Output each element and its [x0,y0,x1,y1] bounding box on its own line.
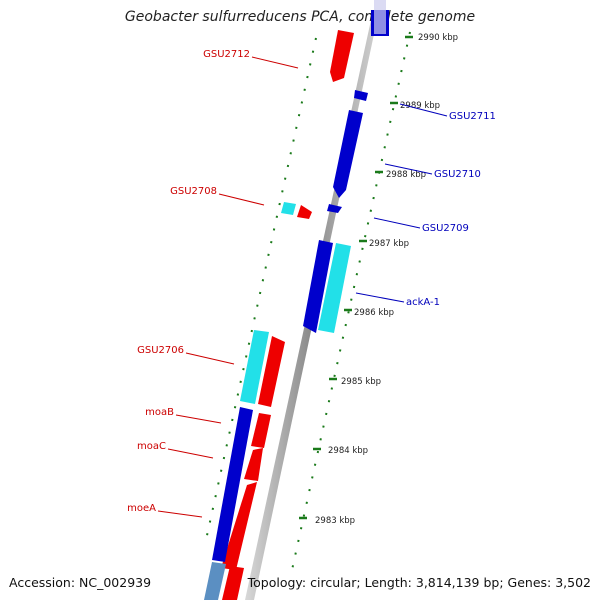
gene-acka-1-blue [303,240,333,333]
gene-label[interactable]: moaC [137,441,166,452]
gene-label-leader-line [167,448,214,459]
accession-text: Accession: NC_002939 [9,575,152,590]
gene-moab-arrow [251,413,271,448]
gene-block-top-faded [374,0,386,34]
gene-label[interactable]: ackA-1 [406,297,440,308]
gene-label-leader-line [251,56,299,69]
gene-gsu2708-red [297,205,312,219]
gene-gsu2710-arrow [333,110,363,198]
gene-label[interactable]: GSU2711 [449,111,496,122]
scale-tick-label: 2988 kbp [386,170,426,180]
gene-label-leader-line [384,163,433,175]
scale-tick-label: 2983 kbp [315,516,355,526]
gene-acka-1-cyan [318,243,351,333]
gene-label[interactable]: moaB [145,407,174,418]
gene-label-leader-line [185,352,235,365]
gene-label-leader-line [355,292,405,303]
scale-ticks: 2990 kbp 2989 kbp 2988 kbp 2987 kbp 2986 kbp… [299,33,458,526]
gene-gsu2709-arrow [327,204,342,213]
gene-red-bottom [222,566,244,600]
gene-label[interactable]: GSU2712 [203,49,250,60]
gene-label-leader-line [399,103,448,117]
gene-gsu2706-cyan [240,330,269,404]
gene-label-leader-line [218,193,265,206]
gene-labels: GSU2712 GSU2711 GSU2710 GSU2708 GSU2709 ackA-… [127,49,496,518]
gene-label[interactable]: GSU2709 [422,223,469,234]
gene-gsu2711-arrow [354,90,368,101]
scale-tick-label: 2987 kbp [369,239,409,249]
gene-gsu2708-cyan [281,202,296,215]
scale-tick-label: 2990 kbp [418,33,458,43]
outer-dotted-scale-line [291,31,411,571]
gene-label-leader-line [157,510,203,518]
scale-tick-label: 2985 kbp [341,377,381,387]
gene-label-leader-line [373,217,421,229]
scale-tick-label: 2989 kbp [400,101,440,111]
scale-tick-label: 2986 kbp [354,308,394,318]
inner-dotted-scale-line [205,37,317,541]
topology-text: Topology: circular; Length: 3,814,139 bp… [247,575,591,590]
gene-gsu2706-red [258,336,285,407]
gene-steelblue-bottom [204,562,226,600]
gene-label[interactable]: GSU2708 [170,186,217,197]
gene-label[interactable]: GSU2710 [434,169,481,180]
gene-label[interactable]: moeA [127,503,156,514]
gene-moea-arrow [221,482,257,570]
gene-moac-arrow [244,448,263,481]
gene-label-leader-line [175,414,222,424]
gene-blue-lower [212,407,253,562]
gene-gsu2712-arrow [330,30,354,82]
scale-tick-label: 2984 kbp [328,446,368,456]
gene-label[interactable]: GSU2706 [137,345,184,356]
